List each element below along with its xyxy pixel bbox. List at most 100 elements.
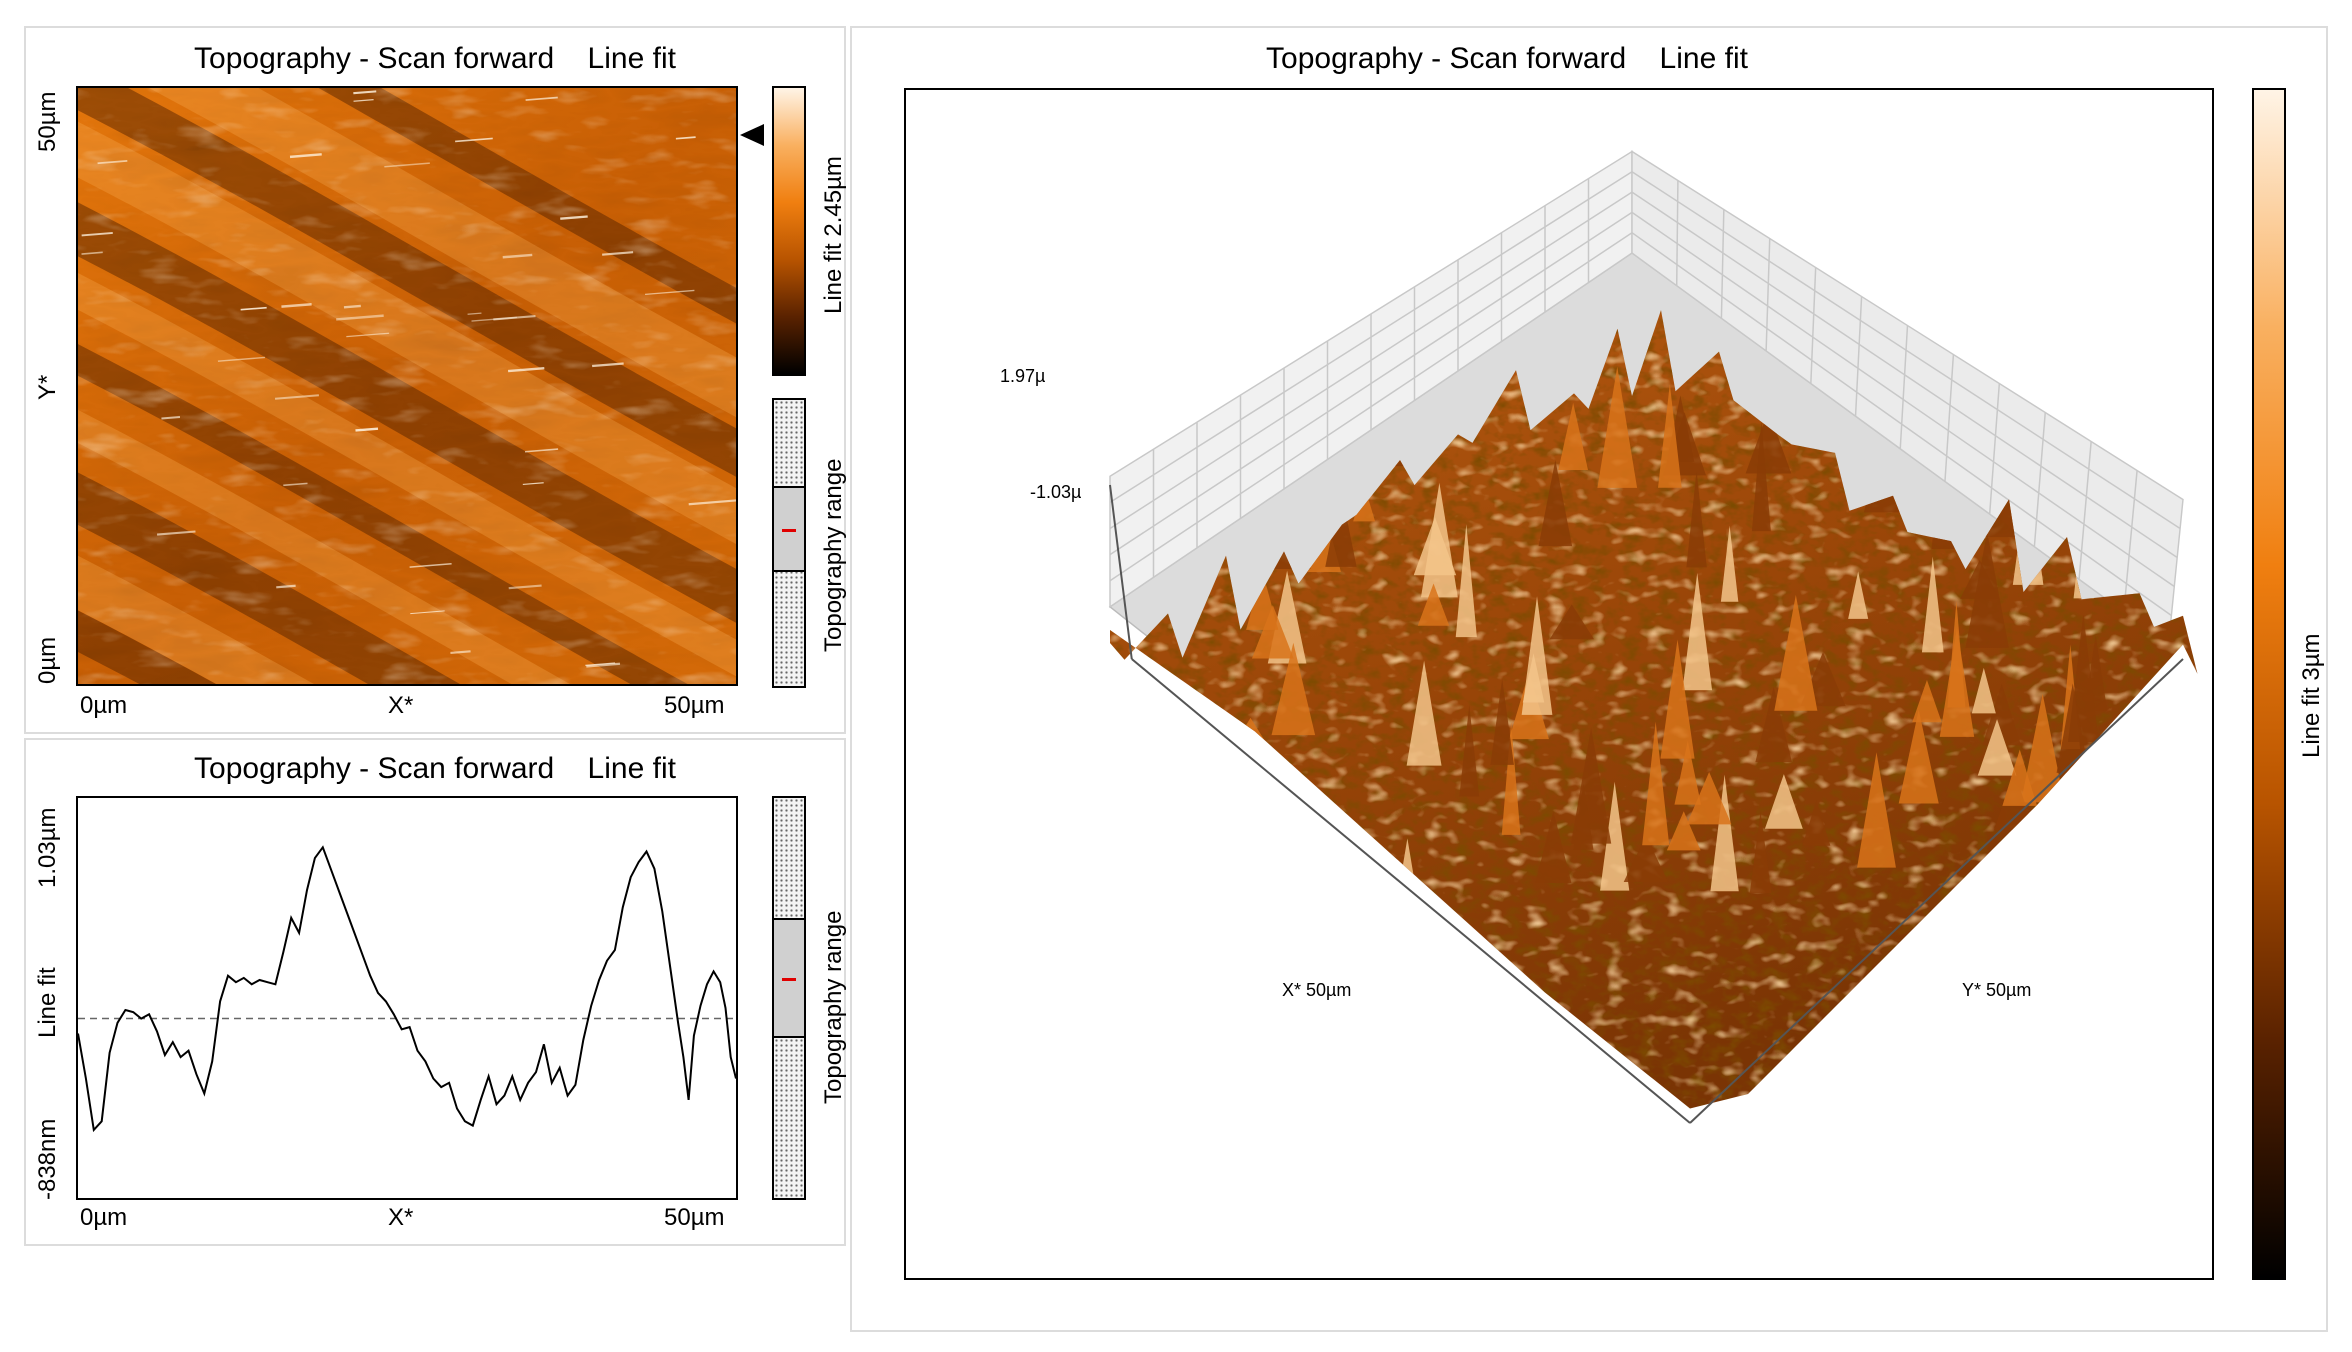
surface-spike	[1745, 410, 1792, 474]
heatmap-colorbar	[772, 86, 806, 376]
surface-plot[interactable]	[904, 88, 2214, 1280]
heatmap-scan-streak	[353, 90, 377, 95]
surface-spike	[1686, 772, 1732, 825]
heatmap-scan-streak	[156, 530, 196, 536]
profile-y-label: Line fit	[34, 967, 61, 1038]
surface-z-tick-top: 1.97µ	[1000, 366, 1046, 386]
surface-spike	[1720, 525, 1739, 602]
heatmap-scan-streak	[240, 306, 267, 311]
heatmap-plot[interactable]	[76, 86, 738, 686]
surface-spike	[1501, 722, 1521, 835]
heatmap-scan-streak	[343, 304, 361, 309]
surface-spike	[1857, 752, 1896, 868]
surface-wall-gridline	[1854, 296, 1863, 417]
surface-spike	[1921, 556, 1944, 653]
profile-title: Topography - Scan forward Line fit	[194, 752, 676, 785]
surface-wall-gridline	[1109, 191, 1633, 530]
surface-wall-gridline	[1631, 171, 2181, 530]
heatmap-scan-streak	[283, 482, 308, 487]
heatmap-scan-streak	[645, 289, 695, 296]
surface-spike	[1459, 704, 1480, 797]
surface-wall-gridline	[1765, 238, 1771, 351]
heatmap-scan-streak	[410, 610, 445, 615]
surface-wall-gridline	[1631, 232, 2172, 617]
surface-spike	[1764, 774, 1803, 829]
heatmap-scan-streak	[274, 394, 319, 400]
surface-spike	[1965, 531, 2009, 648]
heatmap-range-label: Topography range	[820, 458, 847, 652]
heatmap-scan-streak	[81, 251, 103, 255]
surface-spike	[2020, 693, 2065, 803]
heatmap-colorbar-label: Line fit 2.45µm	[820, 156, 847, 314]
surface-spike	[1939, 627, 1975, 737]
surface-spike	[1573, 783, 1594, 850]
heatmap-scan-streak	[450, 650, 471, 654]
heatmap-scan-streak	[524, 448, 559, 453]
surface-spike	[1413, 517, 1457, 576]
surface-spike	[1642, 721, 1670, 846]
profile-x-label: X*	[388, 1204, 414, 1231]
surface-spike	[1549, 604, 1595, 640]
heatmap-scan-streak	[353, 99, 374, 102]
heatmap-scan-streak	[560, 215, 588, 220]
heatmap-image	[78, 88, 736, 684]
heatmap-scan-streak	[585, 662, 616, 666]
surface-spike	[1535, 811, 1572, 883]
surface-colorbar	[2252, 88, 2286, 1280]
heatmap-title: Topography - Scan forward Line fit	[194, 42, 676, 75]
profile-line	[78, 845, 736, 1133]
line-position-marker[interactable]	[740, 124, 764, 147]
heatmap-scan-streak	[522, 482, 544, 486]
topography-range-bar[interactable]	[772, 398, 806, 688]
surface-wall-gridline	[1720, 209, 1725, 319]
surface-spike	[2073, 784, 2093, 882]
surface-wall-gridline	[1109, 171, 1633, 504]
heatmap-scan-streak	[592, 362, 624, 368]
surface-spike	[1251, 604, 1294, 659]
heatmap-scan-streak	[355, 427, 379, 432]
surface-spike	[1307, 833, 1330, 879]
topography-range-marker	[782, 528, 796, 532]
surface-spike	[1982, 683, 2022, 746]
heatmap-scan-streak	[276, 584, 296, 589]
surface-spike	[1490, 678, 1514, 765]
profile-plot[interactable]	[76, 796, 738, 1200]
surface-spike	[1270, 795, 1311, 855]
surface-wall-gridline	[2123, 470, 2138, 612]
surface-spike	[1376, 871, 1408, 909]
surface-spike	[1623, 835, 1669, 883]
surface-spike	[1751, 421, 1771, 532]
surface-spike	[1600, 781, 1630, 891]
heatmap-panel: Topography - Scan forward Line fit	[24, 26, 847, 734]
heatmap-scan-streak	[688, 499, 736, 506]
surface-wall-gridline	[1899, 325, 1909, 449]
surface-spike	[1521, 596, 1553, 715]
heatmap-scan-streak	[281, 303, 312, 308]
surface-spike	[1658, 384, 1682, 488]
surface-spike	[1848, 571, 1869, 619]
heatmap-scan-streak	[161, 415, 181, 420]
heatmap-x-label: X*	[388, 692, 414, 719]
surface-spike	[1686, 470, 1707, 568]
surface-wall-gridline	[2033, 412, 2046, 547]
heatmap-scan-streak	[81, 231, 113, 237]
surface-z-tick-bottom: -1.03µ	[1030, 482, 1082, 502]
surface-title: Topography - Scan forward Line fit	[1266, 42, 1748, 75]
surface-spike	[1417, 583, 1450, 626]
heatmap-scan-streak	[409, 563, 452, 568]
surface-wall-gridline	[1675, 180, 1679, 286]
surface-spike	[1755, 687, 1792, 763]
profile-panel: Topography - Scan forward Line fit 1.03µ…	[24, 738, 847, 1246]
surface-spike	[2002, 749, 2038, 806]
surface-spike	[1597, 366, 1638, 488]
surface-spike	[1236, 837, 1279, 908]
surface-spike	[1406, 660, 1442, 766]
surface-wall-gridline	[1631, 191, 2178, 559]
heatmap-scan-streak	[602, 251, 634, 256]
heatmap-scan-streak	[586, 662, 621, 668]
surface-spike	[1660, 639, 1695, 759]
surface-wall-gridline	[1944, 354, 1955, 482]
surface-axes	[1109, 484, 2184, 1124]
surface-spike	[1194, 725, 1234, 798]
profile-range-bar[interactable]	[772, 796, 806, 1200]
